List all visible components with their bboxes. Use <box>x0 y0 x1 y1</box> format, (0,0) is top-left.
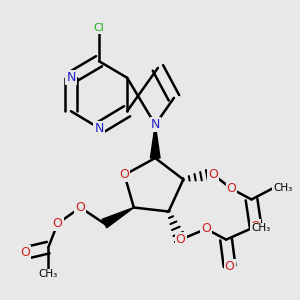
Text: O: O <box>75 201 85 214</box>
Text: O: O <box>226 182 236 195</box>
Text: CH₃: CH₃ <box>251 224 271 233</box>
Text: N: N <box>151 118 160 131</box>
Text: O: O <box>201 222 211 236</box>
Text: CH₃: CH₃ <box>273 183 292 193</box>
Text: O: O <box>225 260 235 273</box>
Text: N: N <box>66 71 76 84</box>
Text: O: O <box>21 247 31 260</box>
Polygon shape <box>102 208 134 228</box>
Text: CH₃: CH₃ <box>39 269 58 279</box>
Polygon shape <box>150 124 160 158</box>
Text: O: O <box>119 168 129 182</box>
Text: N: N <box>94 122 104 135</box>
Text: Cl: Cl <box>94 23 104 33</box>
Text: O: O <box>53 217 62 230</box>
Text: O: O <box>176 233 186 246</box>
Text: O: O <box>250 220 260 233</box>
Text: O: O <box>208 168 218 181</box>
